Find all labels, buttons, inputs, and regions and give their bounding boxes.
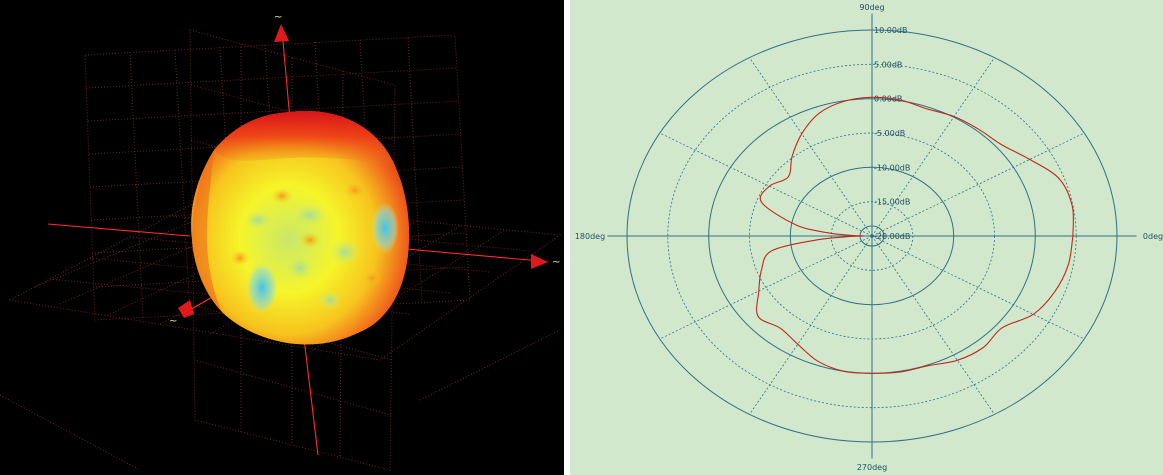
angle-label-180deg: 180deg	[575, 232, 605, 241]
radial-tick-label: -15.00dB	[874, 198, 910, 207]
polar-spoke	[871, 235, 995, 415]
radial-tick-label: -20.00dB	[874, 232, 910, 241]
y-axis-left	[47, 223, 191, 237]
polar-spoke	[749, 57, 873, 237]
polar-chart: 10.00dB 5.00dB 0.00dB -5.00dB -10.00dB -15.00…	[575, 3, 1163, 472]
polar-spoke	[871, 235, 1085, 340]
3d-pattern-view: ~ ~ ~	[0, 0, 564, 475]
polar-spoke	[659, 132, 873, 237]
radial-tick-label: 0.00dB	[874, 95, 902, 104]
angle-label-0deg: 0deg	[1143, 232, 1163, 241]
x-axis-right	[394, 247, 541, 262]
angle-labels: 90deg 180deg 0deg 270deg	[575, 3, 1163, 472]
series-line-0	[756, 96, 1074, 374]
radial-tick-label: -10.00dB	[874, 163, 910, 172]
x-arrow-icon	[531, 254, 548, 269]
polar-spoke	[659, 235, 873, 340]
polar-spoke	[749, 235, 873, 415]
3d-pattern-canvas: ~ ~ ~	[0, 12, 562, 471]
radial-tick-label: 5.00dB	[874, 60, 902, 69]
polar-series	[756, 96, 1074, 374]
angle-label-270deg: 270deg	[857, 463, 887, 472]
radial-tick-label: -5.00dB	[874, 129, 905, 138]
angle-label-90deg: 90deg	[859, 3, 884, 12]
polar-spoke	[871, 57, 995, 237]
z-axis-label: ~	[274, 12, 282, 23]
radial-tick-label: 10.00dB	[874, 26, 907, 35]
y-arrow-icon	[178, 300, 194, 318]
z-axis-upper	[281, 29, 291, 121]
y-axis-label: ~	[169, 316, 177, 327]
polar-grid	[607, 13, 1137, 459]
z-axis-lower	[302, 329, 319, 456]
polar-spoke	[871, 132, 1085, 237]
polar-chart-panel: 10.00dB 5.00dB 0.00dB -5.00dB -10.00dB -15.00…	[570, 0, 1163, 475]
x-axis-label: ~	[552, 257, 560, 268]
radial-tick-labels: 10.00dB 5.00dB 0.00dB -5.00dB -10.00dB -15.00…	[874, 26, 910, 241]
3d-radiation-body	[191, 111, 410, 345]
z-arrow-icon	[274, 24, 289, 42]
